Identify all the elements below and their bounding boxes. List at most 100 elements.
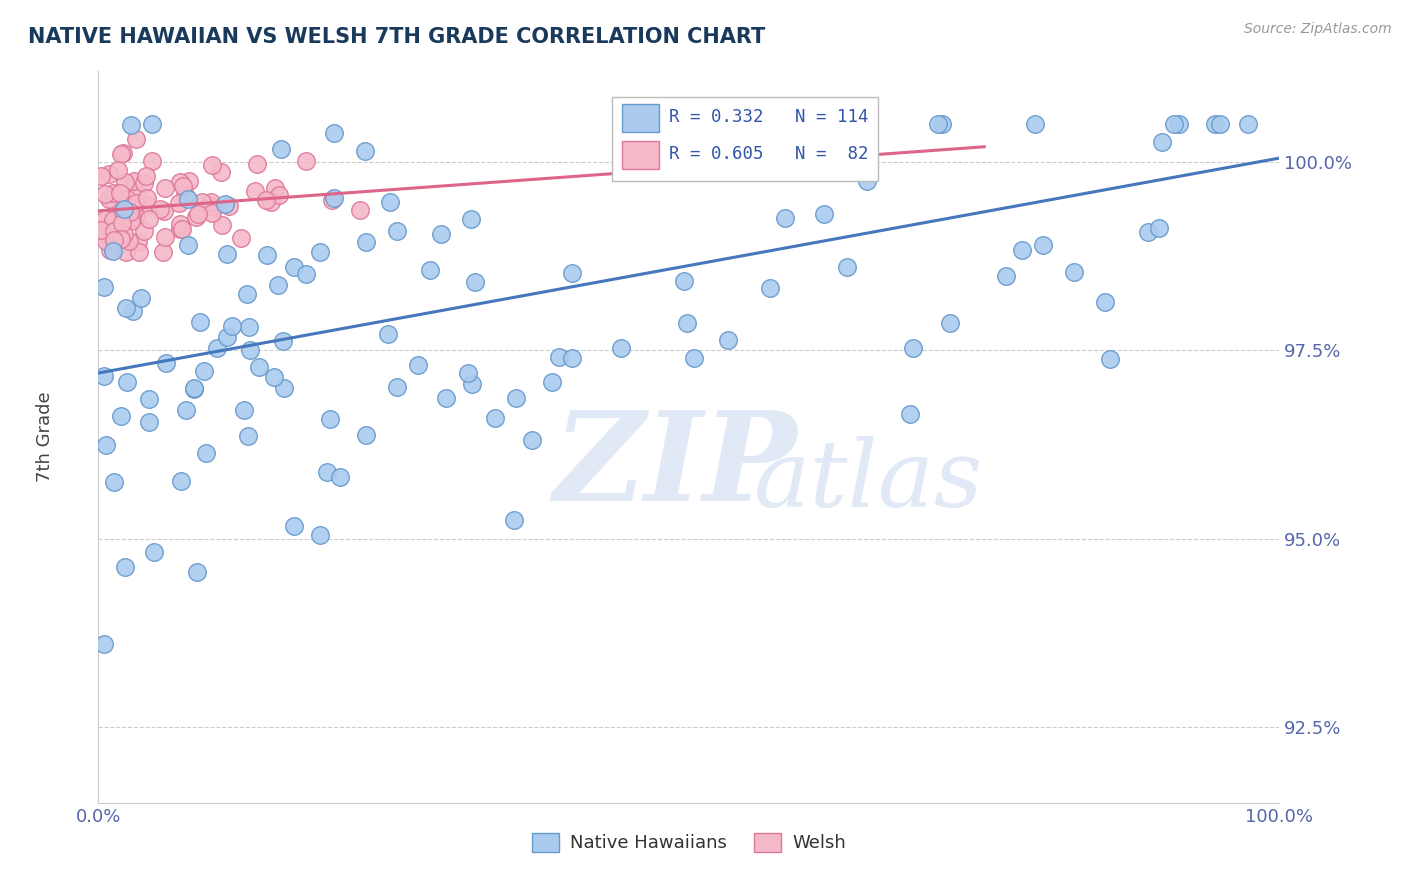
Point: [837, 260, 859, 274]
Point: [112, 205, 135, 219]
Point: [177, 174, 200, 188]
Point: [315, 465, 337, 479]
Point: [97, 193, 120, 207]
Point: [169, 222, 191, 236]
Point: [191, 194, 214, 209]
Point: [1011, 243, 1033, 257]
Point: [101, 213, 124, 227]
FancyBboxPatch shape: [612, 97, 877, 181]
Point: [94, 235, 117, 249]
Point: [901, 341, 924, 355]
FancyBboxPatch shape: [621, 141, 659, 169]
Point: [540, 375, 562, 389]
Point: [153, 181, 176, 195]
Point: [758, 280, 780, 294]
Point: [114, 175, 136, 189]
Text: R = 0.605   N =  82: R = 0.605 N = 82: [669, 145, 869, 163]
Point: [460, 211, 482, 226]
Point: [354, 428, 377, 442]
Point: [177, 192, 200, 206]
Point: [112, 227, 135, 241]
Point: [1094, 294, 1116, 309]
Point: [211, 218, 233, 232]
Point: [135, 198, 157, 212]
Point: [155, 356, 177, 370]
Point: [309, 244, 332, 259]
Point: [103, 193, 125, 207]
Point: [765, 117, 787, 131]
Point: [169, 175, 191, 189]
Point: [329, 469, 352, 483]
Point: [238, 429, 260, 443]
Point: [108, 198, 131, 212]
Point: [610, 341, 633, 355]
Point: [121, 211, 143, 225]
Point: [502, 513, 524, 527]
Point: [283, 260, 305, 274]
Point: [354, 235, 377, 250]
Point: [200, 194, 222, 209]
Point: [115, 192, 138, 206]
Point: [1099, 352, 1122, 367]
Point: [1032, 238, 1054, 252]
Point: [134, 176, 156, 190]
Point: [120, 119, 142, 133]
Point: [233, 403, 256, 417]
Point: [243, 184, 266, 198]
Point: [125, 132, 148, 146]
Point: [170, 221, 193, 235]
Point: [264, 180, 287, 194]
Point: [696, 145, 718, 160]
Point: [218, 199, 240, 213]
Point: [118, 205, 141, 219]
Point: [129, 291, 152, 305]
Point: [110, 232, 132, 246]
Point: [247, 360, 270, 375]
Point: [548, 350, 571, 364]
Point: [813, 207, 835, 221]
Point: [141, 117, 163, 131]
Point: [174, 403, 197, 417]
Point: [188, 315, 211, 329]
Point: [256, 248, 278, 262]
Point: [112, 145, 135, 160]
Point: [149, 202, 172, 217]
Point: [110, 147, 132, 161]
Point: [717, 334, 740, 348]
Point: [194, 446, 217, 460]
Point: [184, 210, 207, 224]
Point: [505, 391, 527, 405]
Point: [1163, 117, 1185, 131]
Point: [97, 168, 120, 182]
Point: [385, 380, 408, 394]
Point: [110, 409, 132, 423]
Point: [127, 235, 149, 250]
Point: [221, 319, 243, 334]
Point: [229, 231, 252, 245]
Point: [214, 197, 236, 211]
Point: [114, 560, 136, 574]
Point: [672, 274, 695, 288]
Point: [94, 212, 117, 227]
Point: [260, 194, 283, 209]
Point: [676, 316, 699, 330]
Point: [309, 528, 332, 542]
Point: [1237, 117, 1260, 131]
Point: [94, 438, 117, 452]
Point: [460, 376, 482, 391]
Point: [1204, 117, 1226, 131]
Point: [183, 382, 205, 396]
Point: [90, 169, 112, 183]
Point: [522, 434, 544, 448]
Point: [167, 195, 190, 210]
Point: [354, 144, 377, 158]
Point: [100, 240, 122, 254]
Point: [377, 326, 399, 341]
Point: [263, 370, 285, 384]
Point: [271, 334, 294, 349]
Point: [995, 269, 1018, 284]
Point: [239, 343, 262, 357]
Point: [236, 287, 259, 301]
Point: [1063, 265, 1085, 279]
Point: [115, 245, 138, 260]
